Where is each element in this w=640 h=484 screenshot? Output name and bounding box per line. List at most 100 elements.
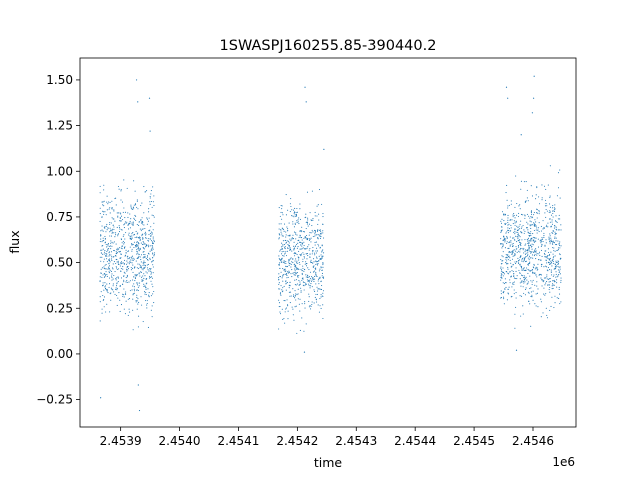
- data-point: [517, 215, 519, 218]
- data-point: [532, 271, 534, 273]
- data-point: [535, 229, 537, 231]
- data-point: [140, 230, 142, 232]
- data-point: [504, 241, 506, 243]
- data-point: [508, 204, 510, 206]
- data-point: [553, 210, 556, 212]
- data-point: [517, 236, 519, 238]
- data-point: [506, 184, 508, 187]
- data-point: [144, 256, 146, 258]
- data-point: [513, 289, 515, 291]
- data-point: [535, 225, 537, 227]
- data-point: [560, 224, 562, 226]
- data-point: [134, 277, 136, 280]
- data-point: [525, 243, 527, 245]
- data-point: [150, 240, 153, 242]
- data-point: [290, 257, 292, 259]
- data-point: [113, 261, 115, 263]
- data-point: [278, 279, 280, 281]
- data-point: [546, 205, 548, 207]
- data-point: [316, 247, 318, 249]
- data-point: [559, 169, 561, 171]
- data-point: [557, 265, 559, 267]
- data-point: [555, 276, 557, 278]
- data-point: [526, 189, 528, 191]
- data-point: [154, 252, 156, 254]
- data-point: [280, 292, 282, 294]
- data-point: [282, 245, 284, 247]
- data-point: [530, 291, 532, 293]
- data-point: [512, 251, 514, 253]
- data-point: [107, 244, 109, 246]
- data-point: [118, 188, 120, 190]
- data-point: [139, 237, 141, 239]
- data-point: [111, 207, 113, 209]
- data-point: [531, 281, 533, 283]
- data-point: [121, 245, 123, 247]
- data-point: [140, 259, 142, 261]
- data-point: [292, 258, 294, 260]
- data-point: [556, 279, 558, 281]
- data-point: [515, 292, 517, 294]
- data-point: [104, 286, 106, 288]
- data-point: [104, 282, 106, 284]
- data-point: [147, 252, 150, 254]
- data-point: [146, 244, 148, 247]
- data-point: [106, 283, 108, 285]
- data-point: [302, 267, 304, 269]
- data-point: [120, 190, 122, 192]
- data-point: [283, 260, 285, 262]
- data-point: [131, 243, 133, 245]
- data-point: [112, 242, 114, 244]
- data-point: [306, 223, 308, 225]
- data-point: [120, 238, 123, 241]
- data-point: [300, 237, 302, 239]
- data-point: [297, 276, 299, 278]
- data-point: [104, 264, 106, 266]
- data-point: [311, 253, 313, 255]
- data-point: [116, 268, 118, 271]
- data-point: [540, 274, 542, 276]
- data-point: [552, 258, 554, 260]
- data-point: [139, 275, 141, 277]
- data-point: [143, 256, 145, 258]
- data-point: [318, 283, 320, 285]
- data-point: [531, 243, 533, 245]
- data-point: [506, 271, 508, 273]
- data-point: [532, 290, 534, 292]
- data-point: [305, 237, 307, 239]
- data-point: [278, 223, 280, 225]
- data-point: [529, 220, 531, 222]
- data-point: [504, 240, 506, 242]
- data-point: [522, 214, 524, 216]
- data-point: [311, 229, 313, 231]
- data-point: [106, 303, 108, 305]
- data-point: [527, 237, 529, 239]
- data-point: [306, 258, 308, 260]
- data-point: [142, 241, 144, 243]
- x-tick-label: 2.4543: [335, 434, 377, 448]
- data-point: [546, 269, 548, 271]
- data-point: [533, 255, 535, 257]
- data-point: [555, 215, 557, 217]
- data-point: [307, 246, 309, 248]
- data-point: [281, 235, 283, 237]
- data-point: [142, 269, 144, 271]
- data-point: [116, 267, 118, 269]
- data-point: [123, 296, 125, 298]
- data-point: [318, 270, 320, 272]
- data-point: [306, 191, 309, 193]
- data-point: [305, 274, 307, 276]
- data-point: [559, 241, 561, 243]
- data-point: [316, 301, 318, 303]
- data-point: [142, 275, 144, 277]
- data-point: [516, 278, 518, 280]
- data-point: [515, 250, 517, 252]
- data-point: [310, 237, 312, 239]
- data-point: [296, 294, 298, 296]
- data-point: [298, 284, 300, 286]
- data-point: [520, 188, 522, 190]
- data-point: [524, 214, 526, 216]
- data-point: [140, 266, 142, 268]
- data-point: [322, 237, 325, 239]
- data-point: [142, 320, 144, 323]
